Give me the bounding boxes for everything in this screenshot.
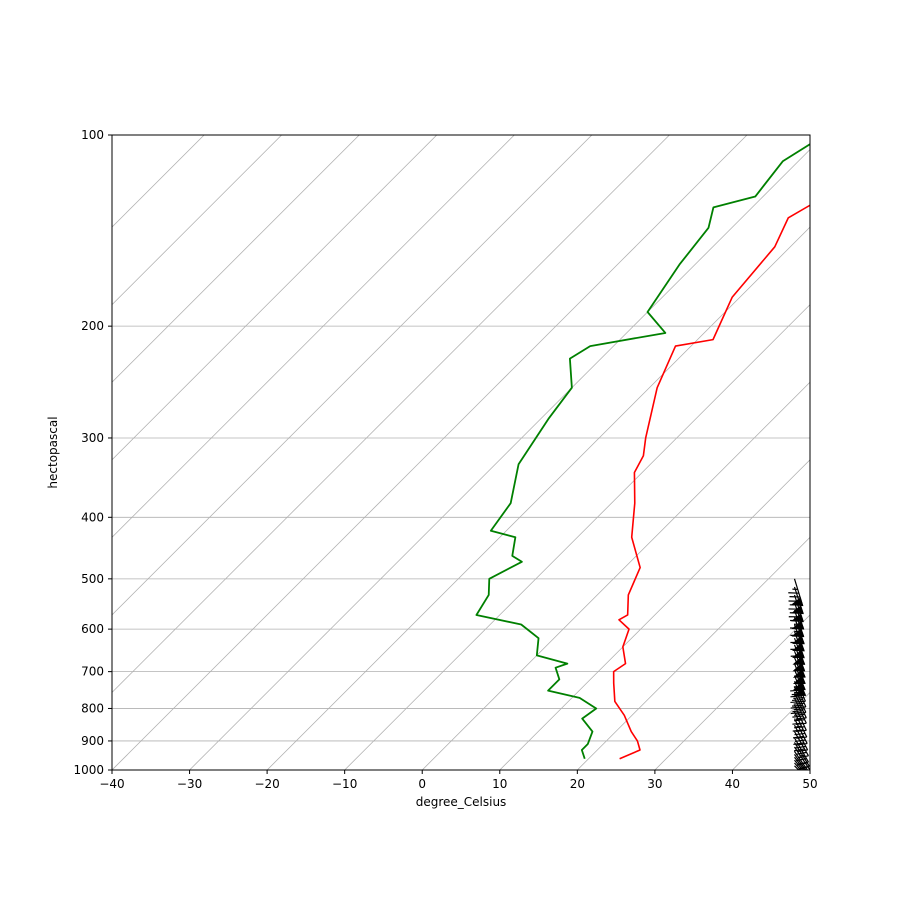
y-tick-label: 400 [81, 510, 104, 524]
x-tick-label: 20 [570, 777, 585, 791]
y-tick-label: 1000 [73, 763, 104, 777]
chart-svg: −40 −30 −20 −10 0 10 20 30 40 50 degree_Celsius 100… [0, 0, 900, 900]
x-tick-label: 40 [725, 777, 740, 791]
x-tick-label: −40 [99, 777, 124, 791]
axes: −40 −30 −20 −10 0 10 20 30 40 50 degree_Celsius 100… [46, 128, 818, 809]
gridlines [0, 135, 900, 770]
x-tick-label: 50 [802, 777, 817, 791]
y-tick-label: 500 [81, 572, 104, 586]
x-axis-label: degree_Celsius [416, 795, 507, 809]
y-tick-label: 600 [81, 622, 104, 636]
x-tick-label: 30 [647, 777, 662, 791]
y-tick-label: 800 [81, 701, 104, 715]
x-tick-label: −20 [254, 777, 279, 791]
y-tick-label: 700 [81, 665, 104, 679]
y-axis-label: hectopascal [46, 416, 60, 488]
y-tick-label: 300 [81, 431, 104, 445]
dewpoint-line [476, 135, 824, 759]
y-tick-label: 100 [81, 128, 104, 142]
x-tick-label: 0 [418, 777, 426, 791]
y-tick-label: 900 [81, 734, 104, 748]
skewt-chart: −40 −30 −20 −10 0 10 20 30 40 50 degree_Celsius 100… [0, 0, 900, 900]
x-tick-label: −10 [332, 777, 357, 791]
profiles [476, 135, 878, 759]
y-tick-label: 200 [81, 319, 104, 333]
x-tick-label: −30 [177, 777, 202, 791]
x-tick-label: 10 [492, 777, 507, 791]
